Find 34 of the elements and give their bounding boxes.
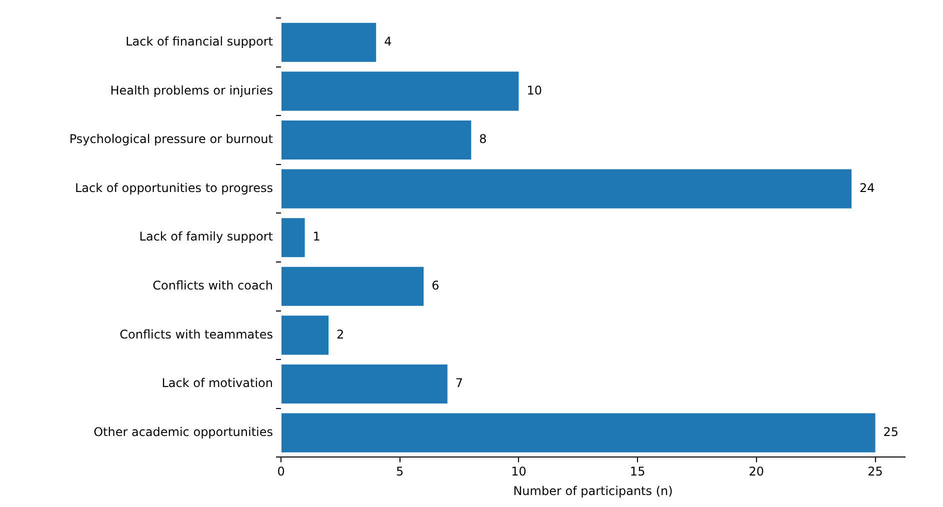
y-tick-label: Lack of financial support: [126, 34, 274, 49]
bar: [282, 413, 876, 452]
x-tick-label: 15: [630, 464, 646, 479]
data-label: 8: [479, 132, 487, 146]
data-label: 4: [384, 34, 392, 49]
x-tick-label: 25: [868, 464, 883, 479]
y-tick-label: Lack of family support: [139, 230, 274, 244]
y-tick-label: Conflicts with coach: [152, 278, 273, 293]
bar: [282, 120, 472, 160]
bar: [282, 22, 376, 62]
y-tick-label: Lack of motivation: [162, 376, 273, 390]
bar: [282, 364, 448, 404]
data-label: 6: [432, 278, 440, 293]
data-label: 24: [860, 180, 875, 195]
bar: [282, 266, 424, 306]
bar: [282, 218, 305, 258]
x-tick-label: 0: [277, 464, 285, 479]
x-tick-label: 10: [511, 464, 526, 479]
data-label: 7: [455, 376, 464, 390]
y-tick-label: Other academic opportunities: [94, 424, 273, 439]
y-tick-label: Psychological pressure or burnout: [69, 132, 274, 146]
bar: [282, 316, 329, 355]
data-label: 25: [883, 424, 899, 439]
data-label: 10: [526, 83, 542, 98]
y-tick-label: Health problems or injuries: [110, 83, 273, 98]
data-label: 1: [312, 230, 320, 244]
data-label: 2: [336, 327, 344, 342]
bar: [282, 169, 852, 208]
x-axis-title: Number of participants (n): [513, 484, 673, 498]
y-tick-label: Conflicts with teammates: [120, 327, 273, 342]
y-tick-label: Lack of opportunities to progress: [74, 180, 273, 195]
x-tick-label: 5: [396, 464, 404, 479]
bar: [282, 72, 519, 111]
x-tick-label: 20: [748, 464, 764, 479]
